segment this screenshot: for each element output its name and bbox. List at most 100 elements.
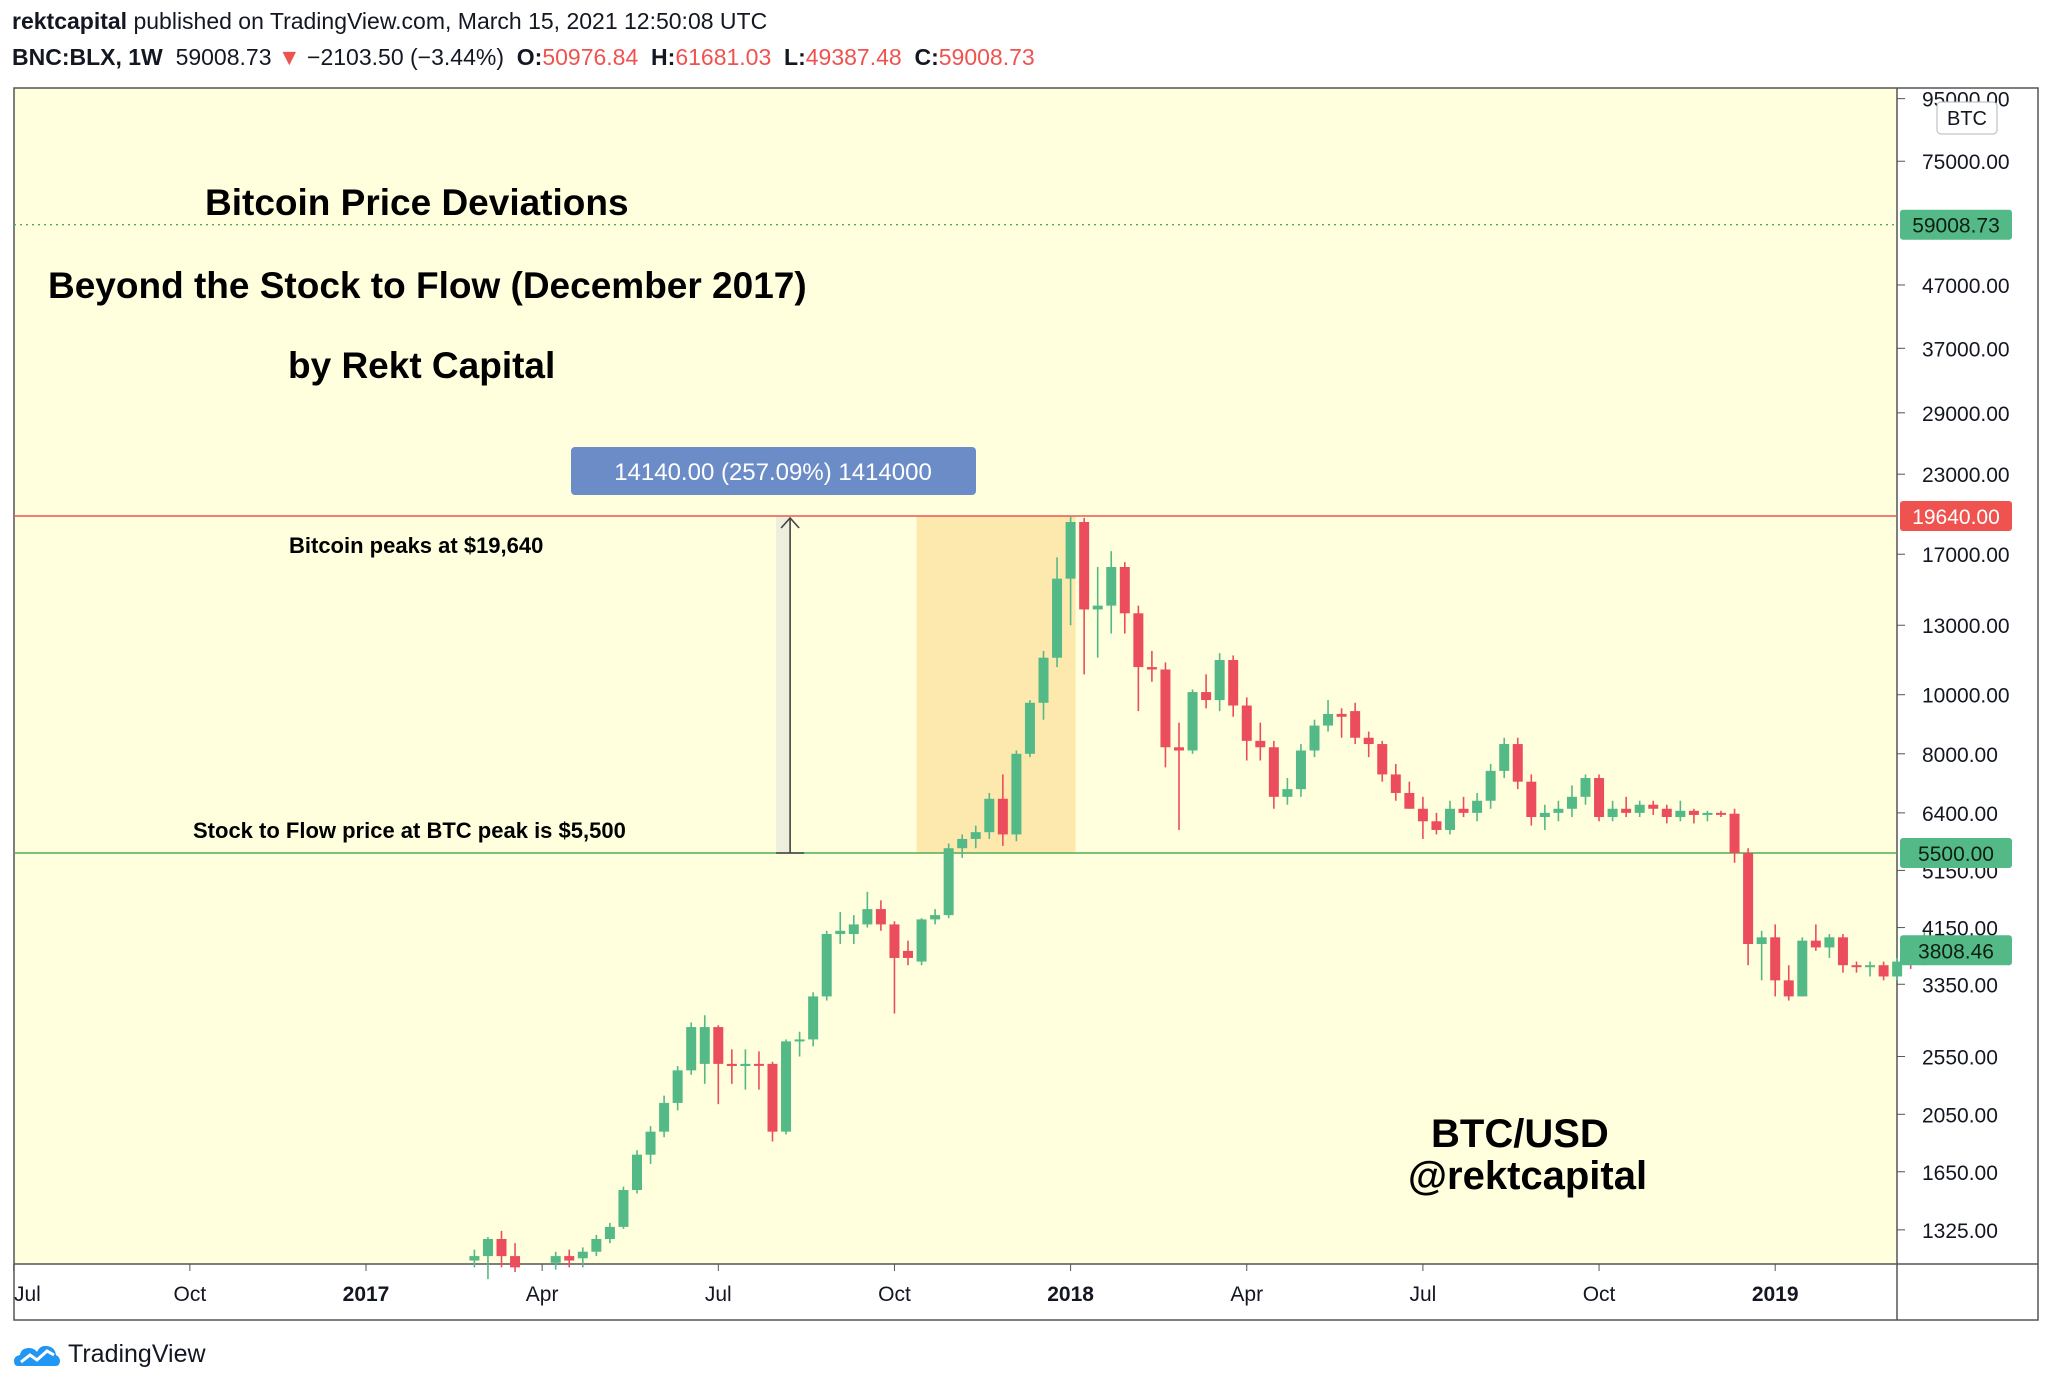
- candle-body: [1363, 737, 1374, 745]
- y-tick-label: 13000.00: [1922, 615, 2010, 638]
- candle-body: [632, 1154, 642, 1191]
- candle-body: [1377, 744, 1388, 775]
- candle-body: [1268, 747, 1279, 797]
- candle-body: [781, 1041, 792, 1132]
- candle-body: [1824, 937, 1835, 948]
- author: rektcapital: [12, 8, 128, 34]
- candle-body: [1011, 753, 1022, 835]
- candle-body: [1079, 521, 1090, 610]
- x-tick-label: 2017: [343, 1283, 390, 1306]
- watermark-pair: BTC/USD: [1431, 1112, 1609, 1156]
- candle-body: [997, 798, 1008, 835]
- x-tick-label: Jul: [1409, 1283, 1436, 1306]
- candle-body: [970, 832, 981, 839]
- candle-body: [726, 1063, 737, 1067]
- candle-body: [1160, 669, 1171, 748]
- price-badge: 3808.46: [1918, 940, 1994, 963]
- candle-body: [889, 924, 900, 958]
- candle-body: [1675, 810, 1686, 818]
- candle-body: [618, 1190, 629, 1227]
- candle-body: [577, 1251, 588, 1259]
- candle-body: [1892, 961, 1903, 977]
- y-tick-label: 2050.00: [1922, 1104, 1998, 1127]
- candle-body: [943, 848, 954, 916]
- candle-body: [1634, 804, 1645, 813]
- candle-body: [1661, 808, 1672, 818]
- last-price: 59008.73: [175, 44, 272, 70]
- open-label: O:: [516, 44, 543, 70]
- candle-body: [482, 1238, 493, 1257]
- candle-body: [1106, 566, 1117, 606]
- candle-body: [1594, 778, 1605, 818]
- y-tick-label: 1325.00: [1922, 1220, 1998, 1243]
- candle-body: [848, 924, 859, 935]
- candle-body: [1255, 740, 1266, 748]
- candle-body: [1702, 812, 1713, 815]
- y-tick-label: 29000.00: [1922, 403, 2010, 426]
- candle-body: [1350, 711, 1361, 738]
- candle-body: [821, 934, 832, 997]
- symbol: BNC:BLX, 1W: [12, 44, 163, 70]
- candle-body: [1201, 692, 1212, 701]
- close-value: 59008.73: [938, 44, 1035, 70]
- candle-body: [767, 1063, 778, 1132]
- candle-body: [835, 930, 846, 935]
- candle-body: [1458, 808, 1469, 813]
- candle-body: [1553, 808, 1564, 813]
- y-tick-label: 8000.00: [1922, 744, 1998, 767]
- measure-band: [776, 516, 791, 853]
- candle-body: [984, 798, 995, 833]
- candle-body: [1851, 965, 1862, 968]
- ohlc-line: BNC:BLX, 1W 59008.73 ▼ −2103.50 (−3.44%)…: [12, 44, 1035, 71]
- publish-line: rektcapital published on TradingView.com…: [12, 8, 767, 35]
- price-change: −2103.50 (−3.44%): [307, 44, 504, 70]
- candle-body: [1526, 781, 1537, 818]
- candle-body: [510, 1256, 521, 1268]
- candle-body: [1119, 566, 1130, 614]
- title-line-2: Beyond the Stock to Flow (December 2017): [48, 265, 807, 306]
- candle-body: [1390, 774, 1401, 793]
- tradingview-logo[interactable]: TradingView: [14, 1340, 206, 1369]
- candle-body: [1404, 792, 1415, 809]
- price-badge: 5500.00: [1918, 843, 1994, 866]
- candle-body: [1092, 605, 1103, 610]
- candle-body: [496, 1238, 507, 1257]
- candle-body: [1499, 744, 1510, 771]
- candle-body: [862, 909, 873, 925]
- chart-frame: [13, 87, 2039, 1321]
- candle-body: [686, 1027, 697, 1071]
- x-tick-label: Jul: [14, 1283, 41, 1306]
- candle-body: [1282, 789, 1293, 797]
- candle-body: [740, 1063, 751, 1067]
- candle-body: [875, 909, 886, 925]
- currency-badge: BTC: [1947, 108, 1987, 130]
- price-badge-box: [1900, 838, 2012, 868]
- high-label: H:: [651, 44, 676, 70]
- annotation-1: Bitcoin peaks at $19,640: [289, 533, 543, 558]
- candle-body: [1228, 660, 1239, 706]
- candle-body: [1174, 747, 1184, 751]
- candle-body: [1146, 667, 1157, 670]
- candle-body: [1038, 657, 1049, 703]
- candle-body: [1539, 812, 1550, 818]
- measure-arrow-head: [780, 516, 800, 529]
- change-arrow-icon: ▼: [277, 44, 301, 70]
- candle-body: [808, 996, 819, 1040]
- candle-body: [930, 915, 941, 920]
- x-tick-label: 2019: [1752, 1283, 1799, 1306]
- candle-body: [1052, 578, 1063, 658]
- candle-body: [1621, 808, 1632, 813]
- candle-body: [1716, 812, 1726, 815]
- candle-body: [916, 919, 927, 962]
- open-value: 50976.84: [542, 44, 639, 70]
- candle-body: [550, 1256, 561, 1263]
- price-badge: 19640.00: [1912, 506, 2000, 529]
- candle-body: [1810, 940, 1821, 948]
- measure-label: 14140.00 (257.09%) 1414000: [614, 459, 932, 486]
- y-tick-label: 23000.00: [1922, 464, 2010, 487]
- brand-name: TradingView: [68, 1340, 206, 1368]
- candle-body: [1214, 660, 1225, 701]
- peak-highlight-zone: [916, 516, 1076, 853]
- annotation-2: Stock to Flow price at BTC peak is $5,50…: [193, 818, 626, 843]
